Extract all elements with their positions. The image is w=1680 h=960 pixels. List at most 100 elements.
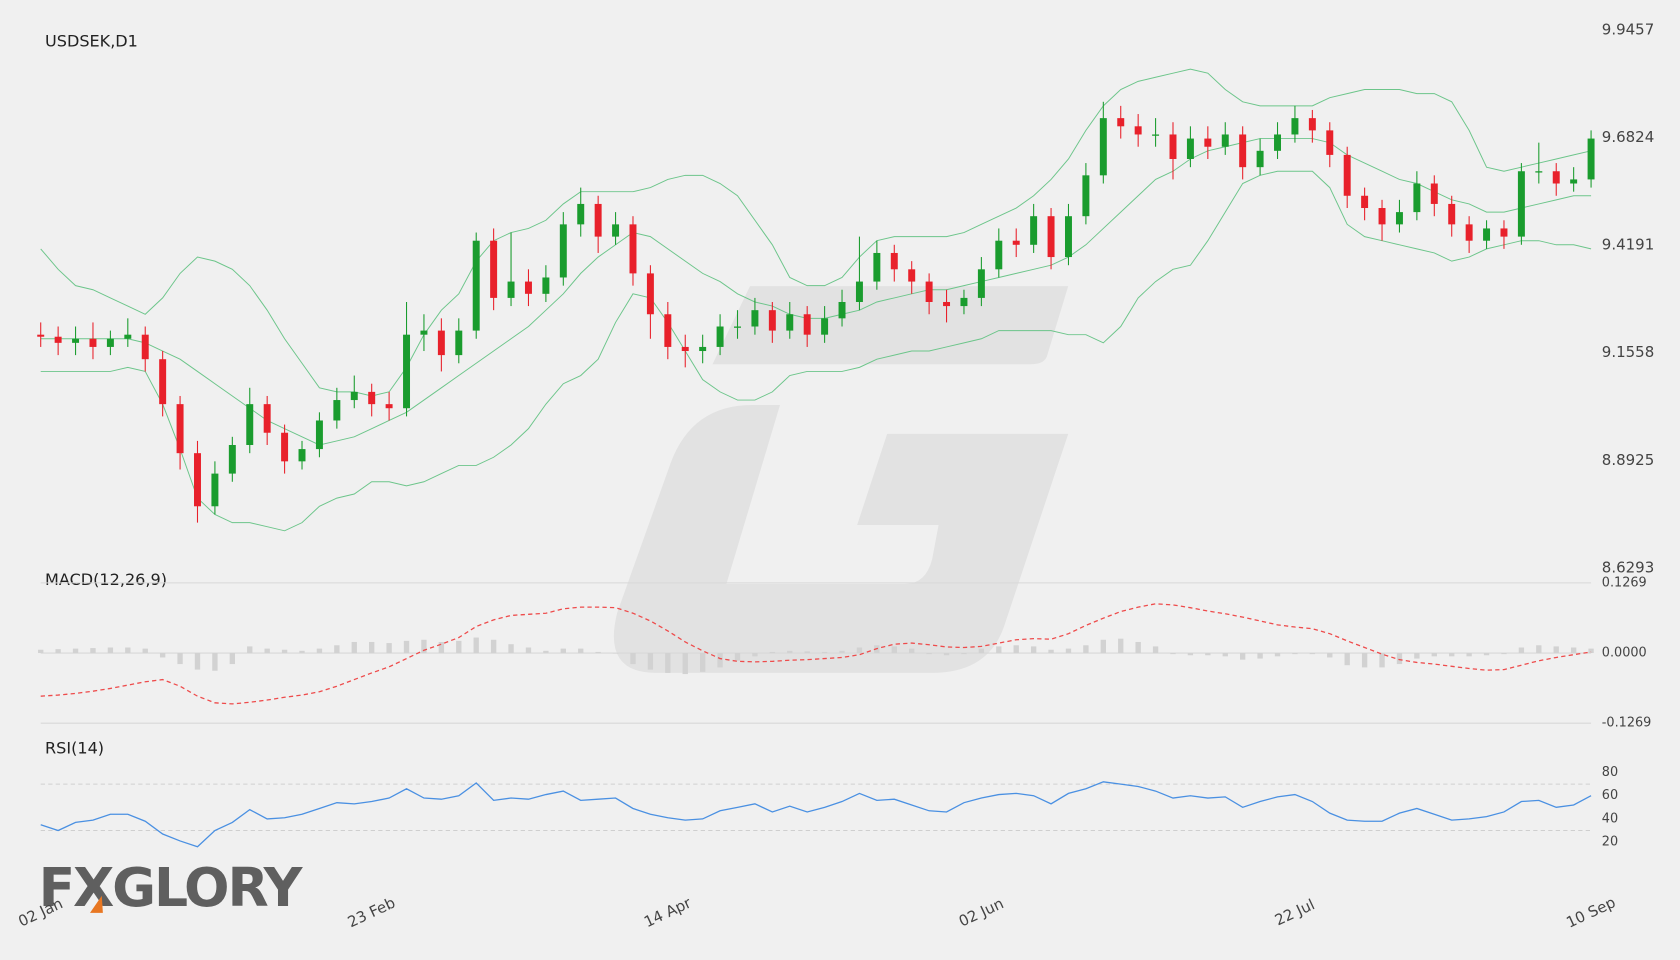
candle-body — [403, 334, 411, 409]
candle-body — [1064, 216, 1072, 258]
macd-bar — [38, 649, 44, 654]
price-title: USDSEK,D1 — [45, 31, 138, 50]
macd-bar — [1327, 653, 1333, 658]
candle-body — [925, 281, 933, 302]
watermark — [613, 286, 1069, 673]
candle-body — [420, 330, 428, 335]
candle-body — [124, 334, 132, 339]
candle-body — [1239, 134, 1247, 168]
macd-bar — [194, 653, 201, 670]
macd-bar — [490, 639, 497, 654]
bollinger-upper — [40, 68, 1592, 397]
macd-bar — [1257, 653, 1263, 659]
macd-bar — [125, 647, 131, 654]
candle-body — [960, 297, 968, 307]
macd-bar — [1431, 653, 1437, 657]
macd-bar — [351, 641, 357, 654]
candle-body — [333, 400, 341, 421]
candle-body — [1465, 224, 1473, 241]
macd-bar — [525, 647, 532, 654]
macd-bar — [247, 646, 253, 654]
candle-body — [315, 420, 323, 450]
macd-bar — [1065, 648, 1072, 654]
candle-body — [1535, 171, 1543, 173]
candle-body — [1030, 216, 1038, 245]
macd-bar — [543, 650, 549, 654]
y-tick-label: 0.0000 — [1602, 646, 1647, 661]
macd-bar — [1414, 653, 1420, 659]
macd-bar — [595, 651, 601, 654]
candle-body — [1204, 138, 1212, 147]
macd-bar — [1118, 638, 1124, 654]
candle-body — [664, 314, 672, 347]
y-tick-label: -0.1269 — [1602, 716, 1652, 731]
macd-bar — [961, 653, 967, 655]
macd-bar — [856, 647, 863, 654]
candle-body — [1430, 183, 1438, 204]
x-tick-label: 14 Apr — [641, 893, 695, 931]
candle-body — [1082, 175, 1090, 217]
macd-bar — [72, 648, 79, 654]
candle-body — [838, 301, 846, 319]
candle-body — [1326, 130, 1334, 155]
candle-body — [37, 334, 45, 337]
candle-body — [1500, 228, 1508, 237]
candle-body — [559, 224, 567, 278]
macd-bar — [473, 637, 479, 654]
candle-body — [943, 301, 951, 307]
candle-body — [1169, 134, 1177, 159]
macd-bar — [1518, 647, 1525, 654]
x-tick-label: 10 Sep — [1563, 893, 1618, 931]
candle-body — [298, 449, 306, 462]
macd-bar — [926, 653, 932, 655]
candle-body — [211, 473, 219, 507]
candle-body — [106, 338, 114, 347]
candle-body — [54, 336, 62, 343]
candle-body — [855, 281, 863, 302]
macd-bar — [665, 653, 671, 673]
macd-bar — [1205, 653, 1211, 656]
candle-body — [890, 252, 898, 270]
macd-bar — [630, 653, 636, 665]
candle-body — [1552, 171, 1560, 184]
macd-bar — [578, 648, 584, 654]
macd-bar — [787, 650, 793, 654]
candle-body — [1361, 195, 1369, 209]
candle-body — [72, 338, 80, 343]
macd-bar — [369, 641, 375, 654]
macd-bar — [55, 649, 61, 654]
candle-body — [1517, 171, 1525, 237]
y-tick-label: 9.6824 — [1602, 128, 1655, 146]
signal-line — [40, 603, 1592, 705]
macd-bar — [142, 648, 148, 654]
macd-bar — [682, 653, 688, 675]
macd-bar — [1083, 645, 1089, 654]
y-tick-label: 9.1558 — [1602, 343, 1655, 361]
candle-body — [786, 314, 794, 331]
candle-body — [751, 310, 759, 327]
macd-bar — [1100, 639, 1106, 654]
y-tick-label: 9.9457 — [1602, 21, 1655, 39]
candle-body — [1413, 183, 1421, 213]
candle-body — [1448, 203, 1456, 225]
y-tick-label: 8.6293 — [1602, 558, 1655, 576]
macd-bar — [804, 651, 810, 654]
candle-body — [1395, 212, 1403, 225]
macd-bar — [1466, 653, 1472, 657]
candle-body — [1117, 118, 1125, 127]
candle-body — [873, 252, 881, 282]
candle-body — [768, 310, 776, 331]
candle-body — [263, 404, 271, 433]
macd-bar — [647, 653, 654, 670]
macd-bar — [456, 640, 462, 654]
candle-body — [1134, 126, 1142, 135]
macd-bar — [403, 640, 410, 654]
macd-bar — [1536, 645, 1542, 654]
macd-bar — [90, 648, 96, 654]
macd-bar — [1483, 653, 1490, 656]
macd-bar — [769, 651, 776, 654]
candle-body — [734, 326, 741, 328]
x-tick-label: 23 Feb — [345, 894, 398, 932]
macd-bar — [1030, 646, 1037, 654]
